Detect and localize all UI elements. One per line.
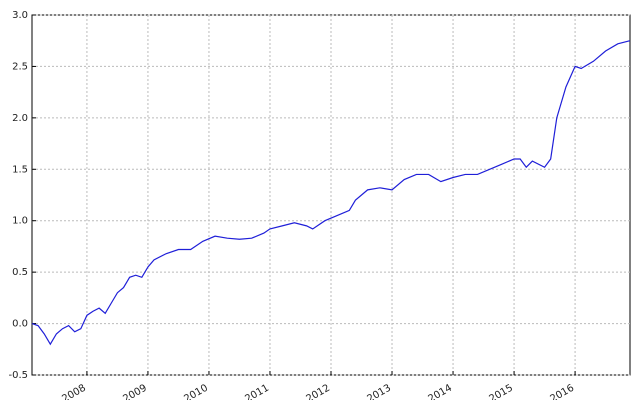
y-tick-label: 0.0 (12, 319, 28, 330)
y-tick-label: 3.0 (12, 10, 28, 21)
y-tick-label: 2.5 (12, 61, 28, 72)
x-tick-label: 2014 (426, 383, 454, 400)
x-tick-label: 2009 (121, 383, 149, 400)
y-tick-label: 2.0 (12, 113, 28, 124)
x-tick-label: 2013 (365, 383, 393, 400)
x-tick-label: 2016 (549, 383, 577, 400)
x-tick-label: 2015 (488, 383, 516, 400)
y-tick-label: -0.5 (8, 370, 28, 381)
x-tick-label: 2010 (182, 383, 210, 400)
y-tick-label: 0.5 (12, 267, 28, 278)
x-tick-label: 2012 (304, 383, 332, 400)
x-tick-label: 2008 (60, 383, 88, 400)
line (31, 40, 631, 346)
y-tick-label: 1.5 (12, 164, 28, 175)
x-tick-label: 2011 (243, 383, 271, 400)
y-tick-label: 1.0 (12, 216, 28, 227)
